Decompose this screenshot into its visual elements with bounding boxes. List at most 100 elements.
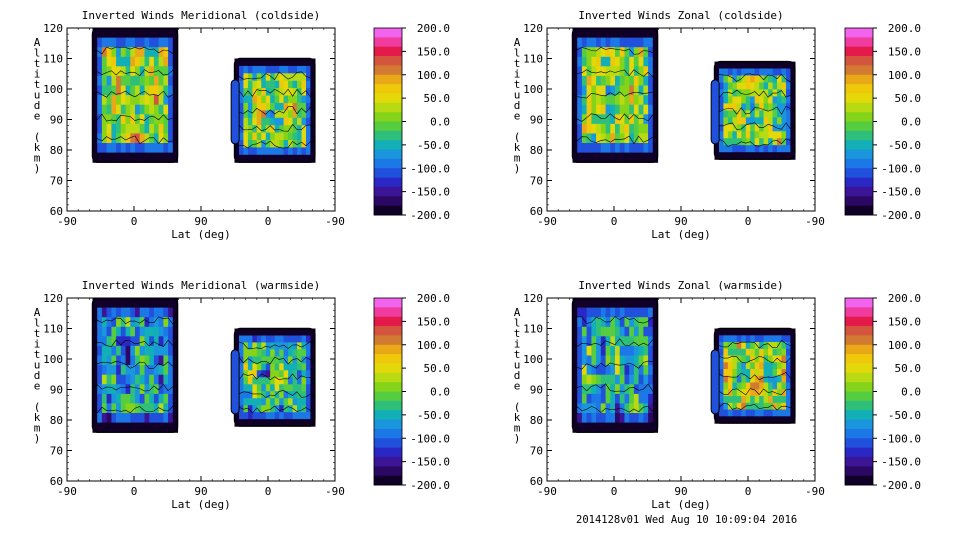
contour-line [572,383,658,392]
data-cell [610,152,616,163]
data-cell [158,28,164,39]
colorbar-segment [845,447,873,458]
data-cell [781,110,787,118]
data-cell [633,413,640,424]
data-cell [745,145,751,153]
data-cell [768,61,774,70]
data-cell [274,73,280,82]
data-cell [106,307,112,318]
data-cell [586,355,592,366]
data-cell [310,412,316,420]
data-cell [586,307,592,318]
data-cell [615,95,621,106]
data-cell [577,355,583,366]
data-cell [125,307,131,318]
data-cell [97,66,103,77]
data-cell [736,82,742,91]
data-cell [265,377,271,385]
data-cell [256,377,262,385]
colorbar-tick-label: -200.0 [881,209,921,222]
data-cell [130,114,136,125]
data-cell [754,328,760,336]
data-cell [297,132,303,141]
data-cell [243,363,249,371]
data-cell [643,355,649,366]
data-cell [125,104,131,115]
data-cell [101,95,108,106]
data-cell [624,345,630,357]
data-cell [172,143,179,154]
data-cell [125,413,131,424]
data-cell [283,398,289,406]
data-cell [745,131,751,139]
data-cell [279,117,285,126]
data-cell [638,298,644,309]
colorbar-segment [845,466,873,477]
data-cell [111,298,117,309]
data-cell [111,85,117,96]
data-cell [624,317,630,328]
data-cell [723,61,729,70]
data-cell [600,326,607,337]
data-cell [261,65,267,74]
data-cell [120,95,127,106]
colorbar-segment [374,363,402,374]
data-cell [619,393,625,405]
data-cell [247,95,253,104]
data-cell [172,403,179,414]
x-tick-label: -90 [805,485,825,498]
data-cell [158,104,164,115]
data-cell [605,114,611,125]
data-cell [265,117,271,126]
data-cell [777,375,783,384]
data-cell [727,61,733,70]
data-cell [572,403,578,414]
data-cell [596,104,602,115]
data-cell [256,370,262,378]
data-cell [727,369,733,377]
data-cell [239,349,245,357]
data-cell [301,370,307,378]
data-cell [610,47,616,58]
data-cell [581,403,588,414]
data-cell [306,384,312,392]
data-cell [158,95,164,106]
data-cell [719,89,725,97]
data-cell [144,133,150,144]
data-cell [101,85,108,96]
data-cell [261,154,267,163]
contour-line [234,140,315,149]
data-cell [596,374,602,385]
data-cell [252,405,258,413]
colorbar-segment [845,456,873,467]
data-cell [106,37,112,48]
data-cell [279,73,285,82]
data-cell [97,85,103,96]
data-cell [643,56,649,67]
data-cell [297,419,303,427]
data-cell [572,56,578,67]
data-cell [652,95,659,106]
data-cell [768,369,774,377]
colorbar-segment [845,326,873,336]
data-cell [736,152,742,160]
data-cell [763,328,769,336]
contour-line [572,316,658,324]
data-cell [270,65,276,74]
data-cell [144,56,150,67]
data-cell [256,154,262,163]
data-cell [252,363,258,371]
data-cell [163,143,169,154]
colorbar-segment [374,391,402,402]
data-cell [270,95,276,104]
data-cell [759,416,765,424]
data-cell [111,413,117,424]
data-cell [777,131,783,139]
data-cell [261,349,267,357]
x-tick-label: -90 [805,215,825,228]
data-cell [97,152,103,163]
data-cell [723,82,729,91]
data-cell [130,422,136,433]
data-cell [247,80,253,89]
